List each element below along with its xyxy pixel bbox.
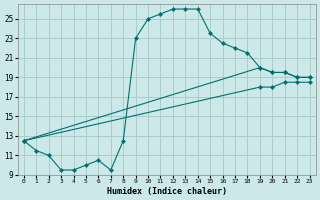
X-axis label: Humidex (Indice chaleur): Humidex (Indice chaleur) (107, 187, 227, 196)
